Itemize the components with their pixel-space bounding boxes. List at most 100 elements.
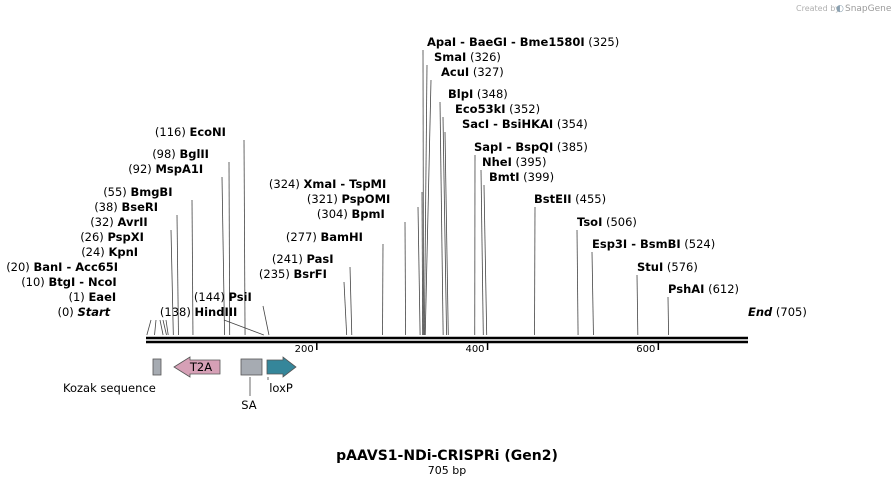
site-bsteii-pos: (455) <box>572 192 607 206</box>
feature-kozak-box[interactable] <box>152 358 162 376</box>
site-acui-name: AcuI <box>441 65 469 79</box>
site-blpi[interactable]: BlpI (348) <box>448 87 508 101</box>
map-length: 705 bp <box>428 464 466 477</box>
site-tsoi[interactable]: TsoI (506) <box>577 215 637 229</box>
leader-apai <box>422 49 424 336</box>
ruler-label-600: 600 <box>636 344 655 355</box>
feature-loxp-arrow[interactable] <box>266 356 297 378</box>
site-esp3i-name: Esp3I <box>592 237 627 251</box>
site-psii-pos: (144) <box>194 290 229 304</box>
leader-pspxi <box>165 319 169 336</box>
leader-avrii <box>170 229 174 336</box>
site-bmti-pos: (399) <box>520 170 555 184</box>
site-bamhi[interactable]: (277) BamHI <box>286 230 363 244</box>
site-bmti[interactable]: BmtI (399) <box>489 170 554 184</box>
site-bmgbi[interactable]: (55) BmgBI <box>103 185 172 199</box>
site-bani[interactable]: (20) BanI - Acc65I <box>6 260 118 274</box>
site-psii-name: PsiI <box>228 290 251 304</box>
site-pspomi[interactable]: (321) PspOMI <box>307 192 390 206</box>
snapgene-logo-icon: ◐ <box>836 4 844 14</box>
site-bmti-name: BmtI <box>489 170 520 184</box>
site-saci-pos: (354) <box>553 117 588 131</box>
site-apai[interactable]: ApaI - BaeGI - Bme1580I (325) <box>427 35 619 49</box>
site-bpmi[interactable]: (304) BpmI <box>317 207 385 221</box>
leader-blpi <box>439 101 444 336</box>
site-smai[interactable]: SmaI (326) <box>434 50 501 64</box>
feature-loxp-label: loxP <box>269 381 293 395</box>
site-pspomi-pos: (321) <box>307 192 342 206</box>
leader-tsoi <box>576 229 579 336</box>
site-bglii[interactable]: (98) BglII <box>152 147 209 161</box>
site-hindiii[interactable]: (138) HindIII <box>160 305 237 319</box>
site-nhei-name: NheI <box>482 155 512 169</box>
site-btgi[interactable]: (10) BtgI - NcoI <box>21 275 116 289</box>
site-eco53ki[interactable]: Eco53kI (352) <box>455 102 540 116</box>
site-pasi[interactable]: (241) PasI <box>272 252 334 266</box>
site-psii[interactable]: (144) PsiI <box>194 290 252 304</box>
site-end[interactable]: End (705) <box>748 305 807 319</box>
leader-psii <box>262 305 270 336</box>
map-title: pAAVS1-NDi-CRISPRi (Gen2) <box>336 448 558 464</box>
site-kpni-pos: (24) <box>81 245 108 259</box>
leader-bmgbi <box>191 199 194 336</box>
site-pshai[interactable]: PshAI (612) <box>668 282 739 296</box>
leader-saci <box>444 131 449 336</box>
feature-sa-box[interactable] <box>240 358 263 376</box>
site-nhei[interactable]: NheI (395) <box>482 155 546 169</box>
leader-acui <box>424 79 432 336</box>
ruler-label-200: 200 <box>295 344 314 355</box>
site-beseri[interactable]: (38) BseRI <box>94 200 158 214</box>
site-econi[interactable]: (116) EcoNI <box>155 125 226 139</box>
site-tsoi-pos: (506) <box>602 215 637 229</box>
site-acui[interactable]: AcuI (327) <box>441 65 504 79</box>
site-eco53ki-name: Eco53kI <box>455 102 506 116</box>
feature-kozak-label: Kozak sequence <box>63 381 156 395</box>
leader-stui <box>636 274 639 336</box>
leader-smai <box>423 64 428 336</box>
site-hindiii-pos: (138) <box>160 305 195 319</box>
site-sapi[interactable]: SapI - BspQI (385) <box>474 140 588 154</box>
site-avrii[interactable]: (32) AvrII <box>90 215 147 229</box>
site-nhei-pos: (395) <box>512 155 547 169</box>
site-xmai[interactable]: (324) XmaI - TspMI <box>269 177 386 191</box>
site-eaei-pos: (1) <box>69 290 89 304</box>
credit-prefix: Created by <box>796 4 840 13</box>
feature-t2a-arrow[interactable] <box>173 356 221 378</box>
leader-pshai <box>667 296 669 336</box>
site-bsrfi[interactable]: (235) BsrFI <box>259 267 327 281</box>
site-mspa1i-name: MspA1I <box>155 162 203 176</box>
leader-bpmi <box>404 221 406 336</box>
site-acui-pos: (327) <box>469 65 504 79</box>
site-econi-pos: (116) <box>155 125 190 139</box>
leader-esp3i <box>591 251 594 336</box>
feature-sa-label: SA <box>241 398 257 412</box>
site-stui-name: StuI <box>637 260 663 274</box>
site-bmgbi-name: BmgBI <box>130 185 172 199</box>
site-eaei[interactable]: (1) EaeI <box>69 290 117 304</box>
site-bamhi-name: BamHI <box>320 230 362 244</box>
site-bsrfi-pos: (235) <box>259 267 294 281</box>
site-bsrfi-name: BsrFI <box>293 267 326 281</box>
site-pspxi[interactable]: (26) PspXI <box>80 230 144 244</box>
site-end-pos: (705) <box>772 305 807 319</box>
site-kpni[interactable]: (24) KpnI <box>81 245 138 259</box>
leader-pspomi <box>417 206 421 336</box>
leader-eco53ki <box>442 116 447 336</box>
leader-bmti <box>483 184 488 336</box>
site-saci[interactable]: SacI - BsiHKAI (354) <box>462 117 588 131</box>
site-eaei-name: EaeI <box>88 290 116 304</box>
site-pspxi-pos: (26) <box>80 230 107 244</box>
site-start[interactable]: (0) Start <box>58 305 111 319</box>
leader-bani <box>159 319 164 336</box>
leader-hindiii <box>223 319 264 336</box>
site-bpmi-name: BpmI <box>351 207 384 221</box>
leader-beseri <box>176 214 179 336</box>
site-bsteii[interactable]: BstEII (455) <box>534 192 606 206</box>
site-esp3i[interactable]: Esp3I - BsmBI (524) <box>592 237 715 251</box>
site-apai-pos: (325) <box>585 35 620 49</box>
site-smai-name: SmaI <box>434 50 466 64</box>
leader-eaei <box>146 319 152 336</box>
site-stui[interactable]: StuI (576) <box>637 260 698 274</box>
site-blpi-pos: (348) <box>473 87 508 101</box>
site-mspa1i[interactable]: (92) MspA1I <box>128 162 203 176</box>
